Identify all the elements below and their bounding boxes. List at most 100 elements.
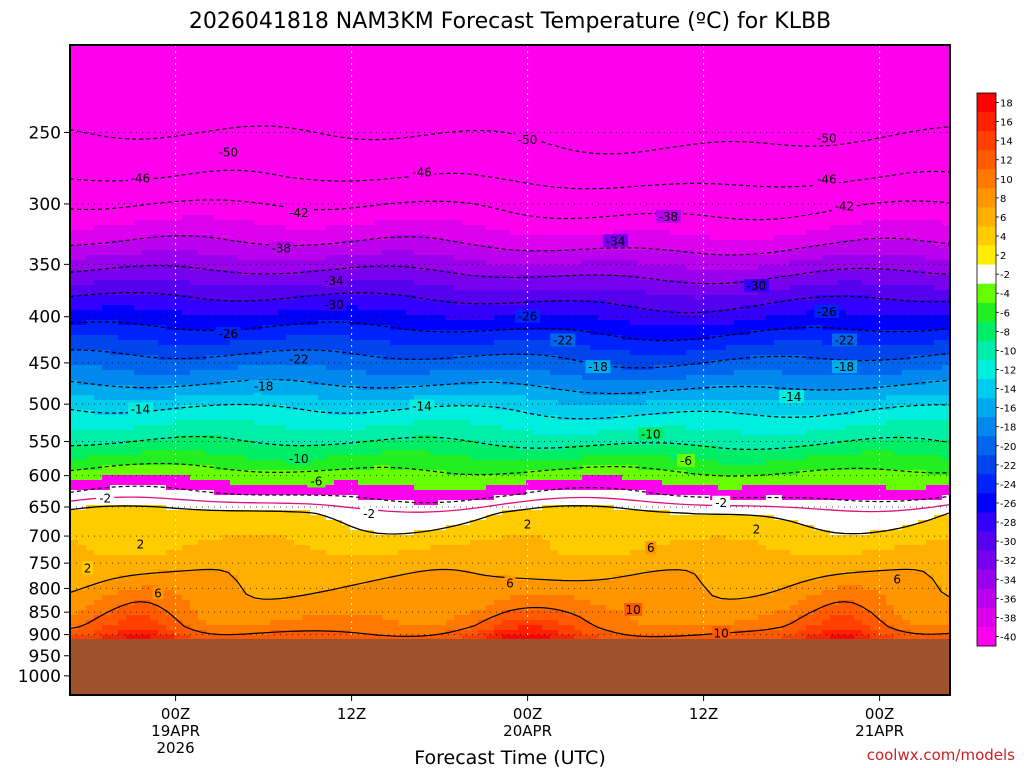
contour-label: -22 (289, 352, 309, 366)
colorbar-label: 4 (1000, 232, 1006, 243)
colorbar-label: -40 (1000, 632, 1016, 643)
contour-label: -2 (715, 496, 727, 510)
x-tick-label: 00Z (161, 705, 190, 723)
contour-label: -18 (588, 360, 608, 374)
x-axis-label: Forecast Time (UTC) (414, 747, 605, 768)
contour-label: -46 (412, 166, 432, 180)
colorbar-swatch (977, 588, 996, 609)
colorbar-label: -12 (1000, 366, 1016, 377)
contour-label: -6 (680, 454, 692, 468)
contour-label: -2 (363, 507, 375, 521)
colorbar-swatch (977, 398, 996, 418)
x-tick-label: 2026 (157, 739, 195, 757)
colorbar-swatch (977, 531, 996, 551)
y-tick-label: 300 (29, 195, 61, 215)
colorbar-swatch (977, 93, 996, 113)
contour-label: -2 (99, 491, 111, 505)
colorbar-label: -16 (1000, 404, 1016, 415)
y-tick-label: 350 (29, 255, 61, 275)
colorbar-label: 6 (1000, 213, 1006, 224)
x-tick-label: 00Z (513, 705, 542, 723)
colorbar-label: -22 (1000, 461, 1016, 472)
contour-label: -34 (606, 234, 626, 248)
colorbar-label: -10 (1000, 346, 1016, 357)
colorbar-swatch (977, 607, 996, 628)
x-tick-label: 21APR (855, 722, 904, 740)
colorbar-swatch (977, 417, 996, 437)
colorbar-label: -28 (1000, 518, 1016, 529)
contour-label: 10 (714, 626, 729, 640)
chart-title: 2026041818 NAM3KM Forecast Temperature (… (189, 9, 831, 34)
colorbar-label: -8 (1000, 327, 1010, 338)
contour-label: 2 (524, 518, 532, 532)
y-tick-label: 450 (29, 354, 61, 374)
y-tick-label: 700 (29, 527, 61, 547)
colorbar: 18 16 14 12 10 8 6 4 2 -2 -4 -6 -8 -10 -12 -14 -16 -18 -20… (976, 92, 1016, 647)
colorbar-swatch (977, 150, 996, 170)
colorbar-swatch (977, 626, 996, 647)
colorbar-label: -6 (1000, 308, 1010, 319)
contour-label: -22 (835, 333, 855, 347)
contour-label: 6 (154, 586, 162, 600)
y-tick-label: 950 (29, 647, 61, 667)
colorbar-swatch (977, 245, 996, 265)
x-tick-label: 12Z (337, 705, 366, 723)
y-tick-label: 400 (29, 308, 61, 328)
y-axis: 250 300 350 400 450 500 550 600 650 700 750 800 850 9… (18, 123, 70, 687)
x-tick-label: 19APR (151, 722, 200, 740)
colorbar-label: -38 (1000, 613, 1016, 624)
contour-label: -50 (219, 145, 239, 159)
contour-label: -42 (835, 200, 855, 214)
isotherm-contours: -50 -50 -50 -46 -46 -46 -42 -42 -38 -38 -34 -34 -30 -… (70, 125, 950, 640)
contour-label: -38 (271, 241, 291, 255)
contour-label: -50 (518, 133, 538, 147)
colorbar-label: 12 (1000, 156, 1013, 167)
credit-text: coolwx.com/models (867, 746, 1015, 764)
contour-label: -18 (254, 380, 274, 394)
y-tick-label: 500 (29, 395, 61, 415)
colorbar-swatch (977, 474, 996, 494)
colorbar-swatch (977, 321, 996, 342)
contour-label: -26 (817, 305, 837, 319)
colorbar-label: -20 (1000, 442, 1016, 453)
colorbar-swatch (977, 569, 996, 590)
contour-label: -38 (659, 210, 679, 224)
contour-label: -14 (412, 400, 432, 414)
temperature-fill (70, 45, 950, 695)
ground-fill (70, 638, 950, 695)
contour-label: -14 (782, 390, 802, 404)
y-tick-label: 900 (29, 626, 61, 646)
contour-label: -10 (289, 452, 309, 466)
contour-label: -26 (518, 310, 538, 324)
contour-label: -6 (310, 474, 322, 488)
contour-label: -18 (835, 360, 855, 374)
colorbar-label: -36 (1000, 594, 1016, 605)
x-tick-label: 12Z (689, 705, 718, 723)
contour-label: -30 (324, 298, 344, 312)
colorbar-label: -32 (1000, 556, 1016, 567)
contour-label: -42 (289, 206, 309, 220)
contour-label: 2 (137, 537, 145, 551)
colorbar-swatch (977, 302, 996, 323)
colorbar-swatch (977, 264, 996, 284)
contour-label: -34 (324, 274, 344, 288)
colorbar-swatch (977, 283, 996, 304)
colorbar-label: -30 (1000, 537, 1016, 548)
contour-label: 2 (753, 522, 761, 536)
colorbar-label: -26 (1000, 499, 1016, 510)
y-tick-label: 550 (29, 433, 61, 453)
colorbar-swatch (977, 493, 996, 513)
y-tick-label: 750 (29, 554, 61, 574)
contour-label: -46 (131, 171, 151, 185)
colorbar-swatch (977, 436, 996, 456)
y-tick-label: 1000 (18, 667, 61, 687)
contour-label: -22 (553, 333, 573, 347)
contour-label: 6 (893, 572, 901, 586)
contour-label: 6 (647, 541, 655, 555)
colorbar-label: 14 (1000, 137, 1013, 148)
colorbar-swatch (977, 455, 996, 475)
colorbar-swatch (977, 340, 996, 361)
contour-label: -46 (817, 173, 837, 187)
